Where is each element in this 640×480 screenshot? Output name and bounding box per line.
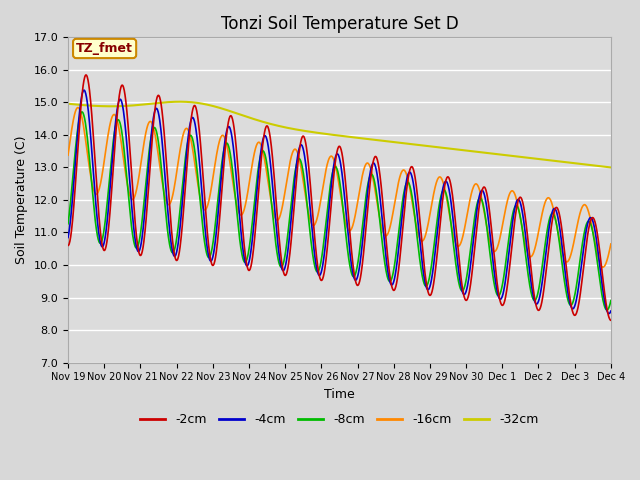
Text: TZ_fmet: TZ_fmet — [76, 42, 133, 55]
X-axis label: Time: Time — [324, 388, 355, 401]
Y-axis label: Soil Temperature (C): Soil Temperature (C) — [15, 136, 28, 264]
Title: Tonzi Soil Temperature Set D: Tonzi Soil Temperature Set D — [221, 15, 458, 33]
Legend: -2cm, -4cm, -8cm, -16cm, -32cm: -2cm, -4cm, -8cm, -16cm, -32cm — [135, 408, 543, 431]
